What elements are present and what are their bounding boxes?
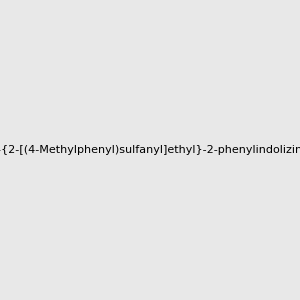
Text: 6-{2-[(4-Methylphenyl)sulfanyl]ethyl}-2-phenylindolizine: 6-{2-[(4-Methylphenyl)sulfanyl]ethyl}-2-… <box>0 145 300 155</box>
